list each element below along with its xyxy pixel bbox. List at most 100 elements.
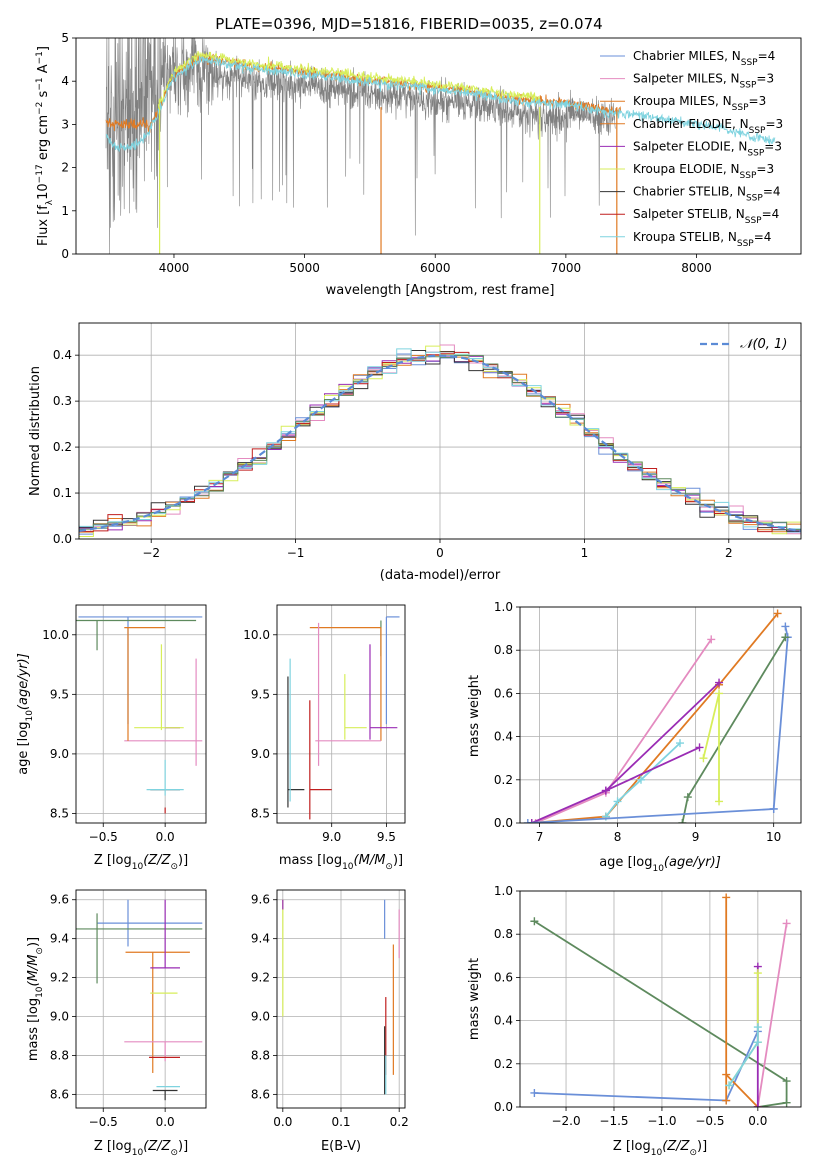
- label-part: mass [log: [279, 853, 342, 868]
- label-part: )]: [178, 853, 188, 868]
- label-part: ⊙: [385, 862, 393, 872]
- y-tick-label: 1.0: [494, 600, 513, 614]
- x-tick-label: −0.5: [89, 1115, 118, 1129]
- hist-extra: [79, 355, 801, 531]
- label-part: Kroupa MILES, N: [633, 94, 732, 108]
- weight-age-point-marker: [769, 804, 778, 813]
- point-salpeter-miles: [124, 1041, 203, 1062]
- label-part: ⊙: [689, 1148, 697, 1158]
- y-tick-label: 0: [61, 247, 69, 261]
- label-part: −2: [35, 102, 45, 115]
- gaussian-reference-curve: [79, 354, 801, 532]
- weight-age-point-marker: [715, 797, 724, 806]
- label-part: mass [log: [26, 998, 41, 1061]
- x-tick-label: 9.0: [322, 830, 341, 844]
- label-part: λ: [45, 199, 55, 205]
- y-tick-label: 1: [61, 204, 69, 218]
- ticks: 0.0 0.1 0.2 8.6 8.8 9.0 9.2 9.4 9.6: [251, 893, 409, 1129]
- y-tick-label: 1.0: [494, 884, 513, 898]
- ticks: −2 −1 0 1 2 0.0 0.1 0.2 0.3 0.4: [53, 348, 733, 560]
- mass-ebv-xlabel: E(B-V): [321, 1139, 361, 1154]
- y-tick-label: 9.2: [50, 971, 69, 985]
- spectrum-xlabel: wavelength [Angstrom, rest frame]: [326, 283, 555, 298]
- x-tick-label: −1.5: [599, 1114, 628, 1128]
- point-chabrier-elodie: [125, 951, 190, 1073]
- axes-residuals: −2 −1 0 1 2 0.0 0.1 0.2 0.3 0.4: [53, 322, 802, 560]
- x-tick-label: −2.0: [551, 1114, 580, 1128]
- axes-frame: [276, 604, 406, 824]
- ticks: 7 8 9 10 0.0 0.2 0.4 0.6 0.8 1.0: [494, 600, 781, 844]
- label-part: Chabrier MILES, N: [633, 49, 741, 63]
- axes-mass-vs-ebv: 0.0 0.1 0.2 8.6 8.8 9.0 9.2 9.4 9.6: [251, 889, 409, 1129]
- weight-age-series-line: [527, 808, 774, 823]
- hist-ylabel: Normed distribution: [28, 366, 43, 496]
- y-tick-label: 3: [61, 117, 69, 131]
- y-tick-label: 0.0: [494, 1100, 513, 1114]
- label-part: =3: [756, 72, 774, 86]
- label-part: −17: [35, 164, 45, 183]
- y-tick-label: 2: [61, 161, 69, 175]
- weight-age-point-marker: [527, 819, 536, 823]
- label-part: 10: [651, 1148, 663, 1158]
- weight-age-point-marker: [781, 622, 790, 631]
- label-part: Flux [f: [36, 205, 51, 246]
- legend-entry-label: Salpeter STELIB, NSSP=4: [633, 207, 779, 226]
- label-part: SSP: [732, 103, 749, 113]
- x-tick-label: 10: [766, 830, 781, 844]
- label-part: −1: [35, 51, 45, 64]
- plot-area: [105, 38, 776, 254]
- legend-entry-label: Kroupa STELIB, NSSP=4: [633, 230, 771, 249]
- label-part: (Z/Z: [143, 1139, 171, 1154]
- plot-area: [282, 899, 400, 1095]
- label-part: SSP: [740, 171, 757, 181]
- x-tick-label: 0.0: [273, 1115, 292, 1129]
- ticks: 4000 5000 6000 7000 8000 0 1 2 3 4 5: [61, 31, 711, 275]
- label-part: SSP: [747, 148, 764, 158]
- label-part: SSP: [737, 239, 754, 249]
- weight-age-point-marker: [715, 689, 724, 698]
- x-tick-label: −1.0: [647, 1114, 676, 1128]
- y-tick-label: 9.4: [251, 932, 270, 946]
- label-part: 10: [342, 862, 354, 872]
- point-chabrier-miles: [385, 616, 400, 725]
- label-part: =3: [756, 162, 774, 176]
- point-kroupa-stelib: [146, 759, 184, 796]
- label-part: ⊙: [170, 1148, 178, 1158]
- plot-area: [76, 616, 203, 814]
- weight-z-point-marker: [530, 917, 539, 926]
- y-tick-label: 10.0: [42, 628, 69, 642]
- axes-mass-vs-z: −0.5 0.0 8.6 8.8 9.0 9.2 9.4 9.6: [50, 889, 207, 1129]
- x-tick-label: 0.0: [156, 1115, 175, 1129]
- y-tick-label: 0.4: [494, 730, 513, 744]
- weight-age-series-line: [531, 681, 720, 823]
- weight-z-point-marker: [530, 1088, 539, 1097]
- grid: [277, 605, 405, 823]
- y-tick-label: 8.6: [251, 1087, 270, 1101]
- axes-frame: [519, 606, 802, 824]
- weight-z-series-line: [533, 920, 788, 1107]
- plot-area: [287, 616, 400, 820]
- label-part: )]: [26, 937, 41, 947]
- x-tick-label: 1: [581, 546, 589, 560]
- label-part: =4: [758, 49, 776, 63]
- legend-gaussian-label: 𝒩(0, 1): [740, 337, 787, 352]
- legend-entry-label: Kroupa MILES, NSSP=3: [633, 94, 766, 113]
- x-tick-label: 5000: [289, 261, 320, 275]
- y-tick-label: 8.5: [50, 806, 69, 820]
- label-part: 10: [25, 710, 35, 722]
- y-tick-label: 9.0: [50, 1010, 69, 1024]
- x-tick-label: 9.5: [377, 830, 396, 844]
- x-tick-label: 6000: [420, 261, 451, 275]
- x-tick-label: 7: [536, 830, 544, 844]
- label-part: ⊙: [170, 862, 178, 872]
- weight-age-point-marker: [695, 743, 704, 752]
- label-part: −1: [35, 77, 45, 90]
- hist-xlabel: (data-model)/error: [380, 568, 501, 583]
- label-part: )]: [393, 853, 403, 868]
- legend-entry-label: Chabrier ELODIE, NSSP=3: [633, 117, 783, 136]
- label-part: Z [log: [613, 1139, 651, 1154]
- axes-frame: [75, 889, 207, 1109]
- label-part: 10: [132, 1148, 144, 1158]
- weight-z-point-marker: [753, 1023, 762, 1032]
